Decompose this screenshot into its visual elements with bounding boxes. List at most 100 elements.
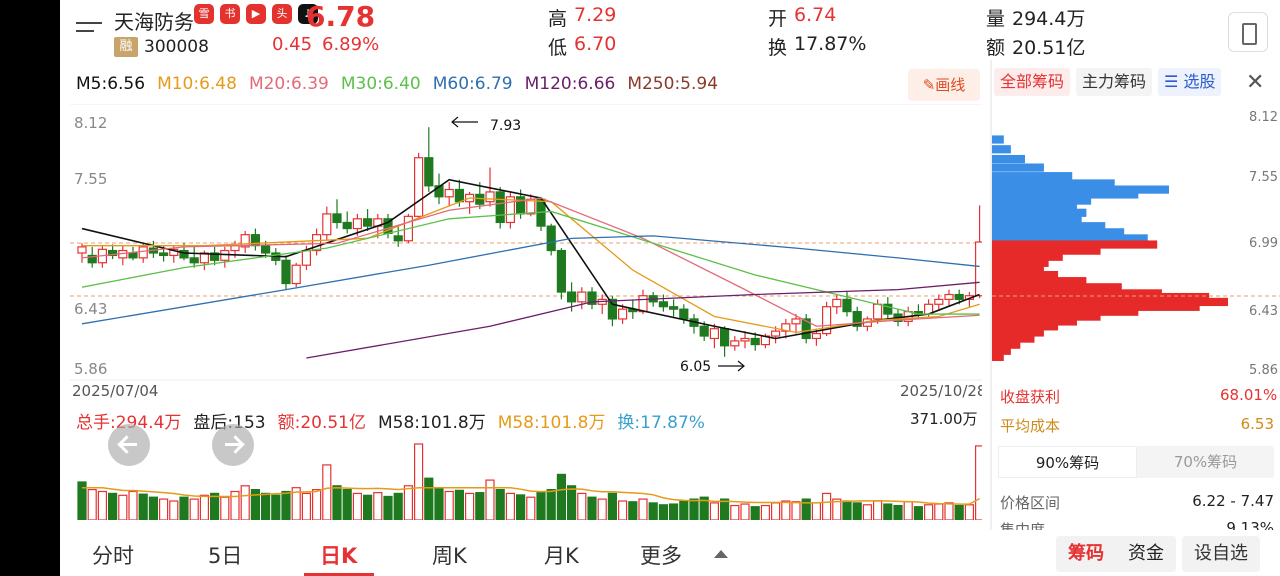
volume-bar (862, 504, 873, 520)
volume-bar (536, 492, 546, 520)
date-start: 2025/07/04 (72, 382, 158, 400)
menu-icon[interactable] (76, 22, 102, 40)
candle (832, 294, 842, 315)
select-stock-button[interactable]: ☰ 选股 (1158, 68, 1222, 96)
tab-intraday[interactable]: 分时 (92, 544, 134, 568)
candle (546, 223, 556, 256)
candle (791, 314, 801, 334)
candle (210, 246, 220, 266)
high-label: 高 (548, 8, 568, 30)
volume-chart[interactable] (70, 430, 982, 520)
candle (770, 326, 781, 344)
chip-band (992, 317, 1077, 326)
volume-bar (97, 490, 107, 520)
volume-bar (414, 443, 424, 520)
vol-m58-a: M58:101.8万 (378, 413, 486, 433)
candle (363, 209, 373, 232)
candle (587, 287, 597, 310)
add-watchlist-button[interactable]: 设自选 (1182, 536, 1260, 572)
chip-percent-toggle: 90%筹码 70%筹码 (998, 446, 1274, 478)
caret-up-icon[interactable] (714, 550, 728, 558)
stock-name: 天海防务 (114, 10, 194, 34)
vol-m58-b: M58:101.8万 (497, 413, 606, 433)
volume-bar (934, 503, 944, 520)
volume-bar (597, 498, 607, 520)
volume-label: 量 (986, 8, 1006, 30)
volume-bar (199, 494, 209, 520)
tab-90-chips[interactable]: 90%筹码 (998, 446, 1137, 478)
chip-fund-toggle: 筹码 资金 (1056, 536, 1176, 572)
fund-button[interactable]: 资金 (1128, 543, 1164, 564)
chip-band (992, 346, 1011, 355)
ma-lines-group (81, 178, 980, 359)
chip-band (992, 264, 1044, 274)
high-value: 7.29 (574, 4, 617, 26)
tab-more[interactable]: 更多 (640, 544, 682, 568)
chip-band (992, 135, 1004, 144)
platform-icons: 雪 书 ▶ 头 ♪ (194, 4, 318, 24)
m20-line (81, 197, 980, 327)
xueqiu-icon[interactable]: 雪 (194, 4, 214, 24)
volume-bar (556, 473, 566, 520)
volume-bar (516, 494, 526, 520)
profit-label: 收盘获利 (1000, 388, 1061, 406)
prev-arrow-button[interactable] (108, 424, 150, 466)
tab-weekly-k[interactable]: 周K (432, 544, 467, 568)
chip-band (992, 234, 1148, 243)
volume-bar (760, 504, 771, 520)
landscape-toggle-icon[interactable] (1228, 12, 1268, 52)
price-change: 0.45 (272, 34, 313, 55)
volume-bar (148, 496, 159, 520)
candle (322, 206, 332, 241)
xiaohongshu-icon[interactable]: 书 (220, 4, 240, 24)
chip-band (992, 307, 1139, 316)
right-buttons: 筹码 资金 设自选 (1056, 536, 1260, 572)
y-label-586: 5.86 (74, 360, 107, 378)
tab-monthly-k[interactable]: 月K (544, 544, 579, 568)
volume-bar (342, 488, 352, 520)
price-range-label: 价格区间 (1000, 494, 1061, 512)
amount-value: 20.51亿 (1012, 37, 1086, 59)
volume-bar (944, 502, 954, 520)
toutiao-icon[interactable]: 头 (272, 4, 292, 24)
candle (393, 226, 403, 247)
kline-chart[interactable]: 8.12 7.55 6.43 5.86 2025/07/04 2025/10/2… (70, 104, 982, 404)
chip-band (992, 172, 1073, 181)
volume-bar (465, 492, 475, 520)
tab-daily-k[interactable]: 日K (320, 544, 358, 568)
m10-line (82, 197, 980, 334)
volume-bar (444, 490, 454, 520)
volume-bar (107, 492, 118, 520)
candle (944, 289, 954, 307)
chip-band (992, 292, 1210, 302)
profit-value: 68.01% (1220, 386, 1278, 404)
chip-y-699: 6.99 (1249, 236, 1278, 251)
volume-bar (454, 489, 464, 520)
open-label: 开 (768, 8, 788, 30)
volume-bar (373, 492, 383, 520)
tiktok-icon[interactable]: ♪ (298, 4, 318, 24)
video-icon[interactable]: ▶ (246, 4, 266, 24)
close-icon[interactable]: ✕ (1246, 70, 1265, 95)
candle (658, 294, 669, 312)
volume-bar (383, 495, 393, 520)
volume-bar (77, 481, 87, 520)
m30-line (81, 210, 980, 315)
tab-70-chips[interactable]: 70%筹码 (1173, 453, 1238, 471)
chip-band (992, 154, 1026, 164)
tab-5day[interactable]: 5日 (208, 544, 243, 568)
volume-bar (138, 493, 148, 520)
candle (138, 243, 148, 263)
volume-bar (301, 492, 311, 520)
next-arrow-button[interactable] (212, 424, 254, 466)
tab-all-chips[interactable]: 全部筹码 (994, 68, 1071, 96)
chip-button[interactable]: 筹码 (1068, 543, 1104, 564)
candle (495, 187, 505, 229)
chip-band (992, 202, 1077, 211)
y-label-643: 6.43 (74, 300, 107, 318)
volume-bar (750, 506, 760, 520)
turnover-value: 17.87% (794, 33, 867, 55)
draw-line-button[interactable]: ✎画线 (908, 69, 980, 101)
tab-main-chips[interactable]: 主力筹码 (1076, 68, 1153, 96)
volume-bar (821, 492, 832, 520)
